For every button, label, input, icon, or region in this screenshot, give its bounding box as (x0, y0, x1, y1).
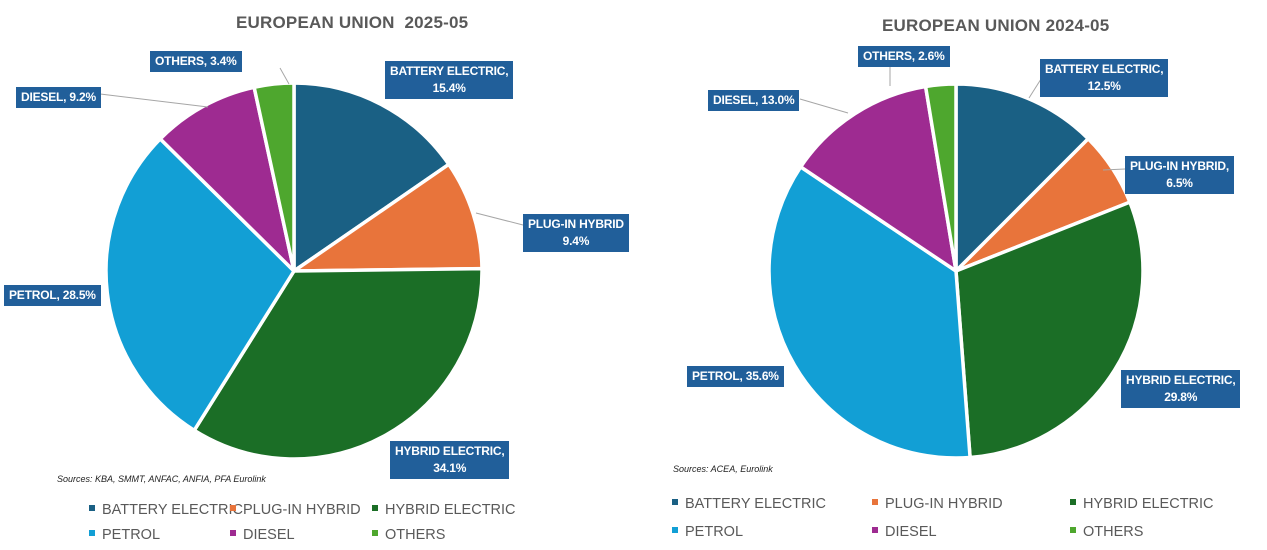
source-note: Sources: KBA, SMMT, ANFAC, ANFIA, PFA Eu… (57, 474, 266, 484)
legend-item-others: OTHERS (1070, 524, 1143, 540)
legend-swatch (1070, 499, 1076, 506)
legend-item-plug-in-hybrid: PLUG-IN HYBRID (230, 502, 361, 518)
legend-item-petrol: PETROL (89, 527, 160, 543)
pie-slice-petrol (104, 137, 296, 433)
leader-line-diesel (799, 98, 849, 114)
source-note: Sources: ACEA, Eurolink (673, 464, 773, 474)
legend-swatch (1070, 527, 1076, 534)
legend-label: DIESEL (243, 527, 295, 543)
legend-label: PLUG-IN HYBRID (243, 502, 361, 518)
pie-slice-petrol (767, 165, 972, 460)
pie-chart-2025 (91, 67, 524, 461)
leader-line-plug-in-hybrid (475, 212, 524, 226)
legend-label: BATTERY ELECTRIC (685, 496, 827, 512)
data-label-plug-in-hybrid: PLUG-IN HYBRID 9.4% (523, 214, 629, 252)
data-label-hybrid-electric: HYBRID ELECTRIC, 29.8% (1121, 370, 1241, 408)
legend-label: PLUG-IN HYBRID (885, 496, 1003, 512)
legend-item-diesel: DIESEL (872, 524, 937, 540)
chart-panel-2024: EUROPEAN UNION 2024-05 BATTERY ELECTRIC,… (640, 0, 1267, 550)
legend-label: HYBRID ELECTRIC (385, 502, 516, 518)
legend-swatch (372, 505, 378, 512)
legend-item-hybrid-electric: HYBRID ELECTRIC (372, 502, 516, 518)
legend-label: PETROL (685, 524, 744, 540)
data-label-battery-electric: BATTERY ELECTRIC, 12.5% (1040, 59, 1169, 97)
data-label-battery-electric: BATTERY ELECTRIC, 15.4% (385, 61, 514, 99)
legend-item-plug-in-hybrid: PLUG-IN HYBRID (872, 496, 1003, 512)
data-label-diesel: DIESEL, 9.2% (16, 87, 101, 108)
legend-label: BATTERY ELECTRIC (102, 502, 244, 518)
legend-item-diesel: DIESEL (230, 527, 295, 543)
pie-slice-plug-in-hybrid (292, 162, 484, 273)
legend-swatch (89, 505, 95, 512)
legend-swatch (872, 527, 878, 534)
legend-label: DIESEL (885, 524, 937, 540)
legend-label: OTHERS (1083, 524, 1144, 540)
leader-line-diesel (91, 92, 209, 108)
pie-slice-battery-electric (954, 82, 1090, 273)
data-label-hybrid-electric: HYBRID ELECTRIC, 34.1% (390, 441, 510, 479)
data-label-petrol: PETROL, 28.5% (4, 285, 101, 306)
legend-swatch (89, 530, 95, 537)
data-label-others: OTHERS, 2.6% (858, 46, 950, 67)
legend-label: OTHERS (385, 527, 446, 543)
pie-slice-battery-electric (292, 81, 451, 273)
pie-slice-hybrid-electric (954, 200, 1145, 460)
leader-line-others (279, 67, 290, 85)
legend-swatch (230, 505, 236, 512)
chart-panel-2025: EUROPEAN UNION 2025-05 BATTERY ELECTRIC,… (4, 13, 629, 543)
data-label-others: OTHERS, 3.4% (150, 51, 242, 72)
legend-item-battery-electric: BATTERY ELECTRIC (89, 502, 243, 518)
legend-item-battery-electric: BATTERY ELECTRIC (672, 496, 826, 512)
pie-slice-others (923, 82, 958, 273)
leader-line-plug-in-hybrid (1102, 168, 1126, 171)
legend-swatch (372, 530, 378, 537)
pie-chart-2024 (767, 65, 1145, 460)
legend-label: HYBRID ELECTRIC (1083, 496, 1214, 512)
legend-label: PETROL (102, 527, 161, 543)
legend-item-petrol: PETROL (672, 524, 743, 540)
legend-swatch (230, 530, 236, 537)
data-label-diesel: DIESEL, 13.0% (708, 90, 800, 111)
pie-slice-diesel (798, 84, 958, 273)
chart-title: EUROPEAN UNION 2024-05 (882, 16, 1110, 35)
legend-swatch (672, 527, 678, 534)
legend-item-others: OTHERS (372, 527, 445, 543)
legend-item-hybrid-electric: HYBRID ELECTRIC (1070, 496, 1214, 512)
chart-title: EUROPEAN UNION 2025-05 (236, 13, 469, 32)
legend-swatch (872, 499, 878, 506)
legend-swatch (672, 499, 678, 506)
pie-slice-others (252, 81, 296, 273)
data-label-petrol: PETROL, 35.6% (687, 366, 784, 387)
data-label-plug-in-hybrid: PLUG-IN HYBRID, 6.5% (1125, 156, 1235, 194)
